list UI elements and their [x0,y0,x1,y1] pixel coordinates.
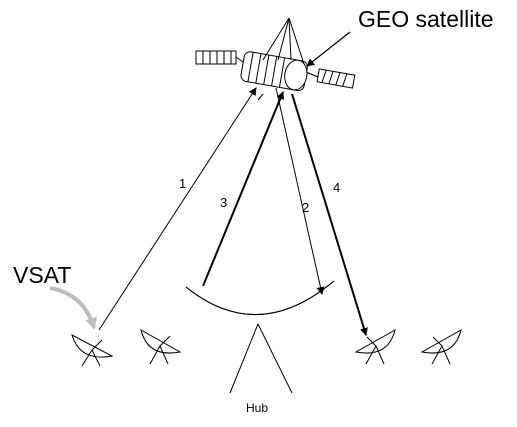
path-1-label: 1 [179,176,187,191]
satellite-body [240,51,308,92]
right-solar-panel [305,68,356,89]
left-solar-panel [195,50,244,65]
geo-satellite-icon [195,17,356,101]
hub-label: Hub [246,401,269,415]
path-4-line [291,93,368,336]
vsat-dish-icon [71,334,114,367]
vsat-dish-icon [420,328,462,365]
vsat-dish-icon [354,328,396,365]
geo-satellite-label: GEO satellite [358,6,494,32]
path-4-label: 4 [333,180,341,195]
path-2-line [275,87,325,295]
vsat-dish-icon [140,328,182,365]
vsat-pointer-arrow [49,286,97,330]
hub-dish-icon [185,280,335,394]
vsat-label: VSAT [13,262,72,288]
satellite-pointer-arrow [306,31,351,67]
path-1-line [98,87,257,331]
path-3-label: 3 [220,195,228,210]
path-3-line [202,91,285,287]
path-2-label: 2 [302,200,310,215]
